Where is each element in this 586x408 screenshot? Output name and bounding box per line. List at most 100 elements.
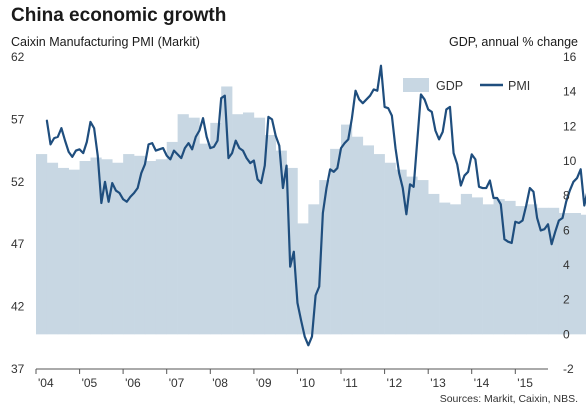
- pmi-point: [438, 138, 440, 140]
- pmi-point: [340, 147, 342, 149]
- pmi-point: [362, 102, 364, 104]
- legend: GDP PMI: [403, 78, 530, 93]
- gdp-bar: [242, 112, 255, 335]
- pmi-point: [518, 222, 520, 224]
- pmi-point: [380, 65, 382, 67]
- pmi-point: [540, 229, 542, 232]
- pmi-point: [180, 157, 182, 159]
- pmi-point: [402, 187, 404, 189]
- x-tick-label: '10: [299, 376, 315, 390]
- left-tick-label: 57: [11, 112, 25, 126]
- gdp-bar: [232, 114, 244, 335]
- x-tick-label: '15: [517, 376, 533, 390]
- pmi-point: [405, 213, 407, 215]
- pmi-point: [133, 192, 135, 194]
- pmi-point: [300, 319, 302, 321]
- gdp-bar: [221, 86, 233, 335]
- pmi-point: [275, 135, 277, 137]
- pmi-point: [296, 302, 299, 304]
- pmi-point: [387, 107, 389, 109]
- pmi-point: [503, 238, 506, 240]
- pmi-point: [365, 98, 368, 101]
- pmi-point: [195, 136, 197, 138]
- pmi-point: [191, 148, 193, 150]
- pmi-point: [246, 157, 248, 159]
- pmi-point: [267, 116, 269, 118]
- gdp-bar: [373, 154, 385, 335]
- gdp-bars: [36, 86, 586, 335]
- gdp-bar: [253, 117, 266, 335]
- pmi-point: [162, 147, 164, 149]
- gdp-bar: [286, 167, 298, 335]
- pmi-point: [60, 127, 63, 129]
- pmi-point: [369, 95, 371, 97]
- gdp-bar: [188, 117, 200, 335]
- pmi-point: [373, 88, 375, 91]
- pmi-point: [46, 120, 48, 122]
- pmi-point: [140, 172, 142, 174]
- left-tick-label: 37: [11, 362, 25, 376]
- x-tick-label: '06: [125, 376, 141, 390]
- gdp-bar: [449, 204, 462, 335]
- right-tick-label: 16: [563, 50, 577, 64]
- gdp-bar: [406, 176, 418, 335]
- pmi-point: [500, 203, 502, 205]
- pmi-point: [536, 217, 538, 219]
- pmi-point: [75, 150, 77, 152]
- right-tick-label: 2: [563, 293, 570, 307]
- right-tick-label: 0: [563, 327, 570, 341]
- left-axis-ticks: 37 42 47 52 57 62: [11, 50, 25, 376]
- gdp-bar: [548, 207, 560, 335]
- gdp-bar: [341, 124, 353, 335]
- pmi-point: [115, 189, 117, 192]
- gdp-bar: [493, 199, 505, 335]
- right-tick-label: 12: [563, 119, 577, 133]
- pmi-point: [514, 221, 516, 223]
- pmi-point: [278, 145, 280, 147]
- pmi-point: [260, 182, 262, 184]
- gdp-bar: [297, 223, 309, 335]
- pmi-point: [333, 171, 335, 173]
- gdp-bar: [417, 180, 429, 335]
- gdp-bar: [123, 154, 135, 335]
- pmi-point: [71, 156, 73, 158]
- right-tick-label: -2: [563, 362, 574, 376]
- pmi-point: [209, 147, 211, 149]
- pmi-point: [583, 204, 585, 207]
- pmi-point: [173, 150, 175, 152]
- gdp-bar: [439, 202, 451, 335]
- pmi-point: [315, 294, 317, 296]
- pmi-point: [89, 121, 92, 123]
- x-tick-label: '05: [82, 376, 98, 390]
- right-tick-label: 10: [563, 154, 577, 168]
- gdp-bar: [112, 162, 124, 335]
- pmi-point: [445, 108, 447, 111]
- pmi-point: [325, 187, 328, 189]
- pmi-point: [431, 111, 433, 113]
- pmi-point: [137, 187, 139, 189]
- pmi-point: [242, 150, 244, 152]
- pmi-point: [231, 152, 233, 154]
- pmi-point: [82, 152, 84, 154]
- gdp-bar: [134, 155, 146, 335]
- chart-title: China economic growth: [11, 5, 226, 26]
- pmi-point: [561, 217, 564, 219]
- pmi-point: [554, 231, 556, 233]
- pmi-point: [147, 143, 150, 145]
- pmi-point: [344, 142, 346, 144]
- pmi-point: [177, 153, 179, 155]
- pmi-point: [213, 146, 215, 148]
- gdp-bar: [384, 162, 396, 335]
- pmi-point: [155, 150, 157, 152]
- gdp-bar: [330, 148, 342, 335]
- left-tick-label: 47: [11, 237, 25, 251]
- pmi-point: [111, 182, 113, 184]
- pmi-point: [452, 152, 455, 154]
- pmi-point: [474, 158, 476, 160]
- right-tick-label: 4: [563, 258, 570, 272]
- pmi-point: [394, 147, 397, 149]
- x-tick-label: '07: [169, 376, 185, 390]
- x-axis-ticks: '04 '05 '06 '07 '08 '09 '10 '11 '12 '13 '14 '15: [35, 369, 533, 390]
- pmi-point: [558, 219, 560, 222]
